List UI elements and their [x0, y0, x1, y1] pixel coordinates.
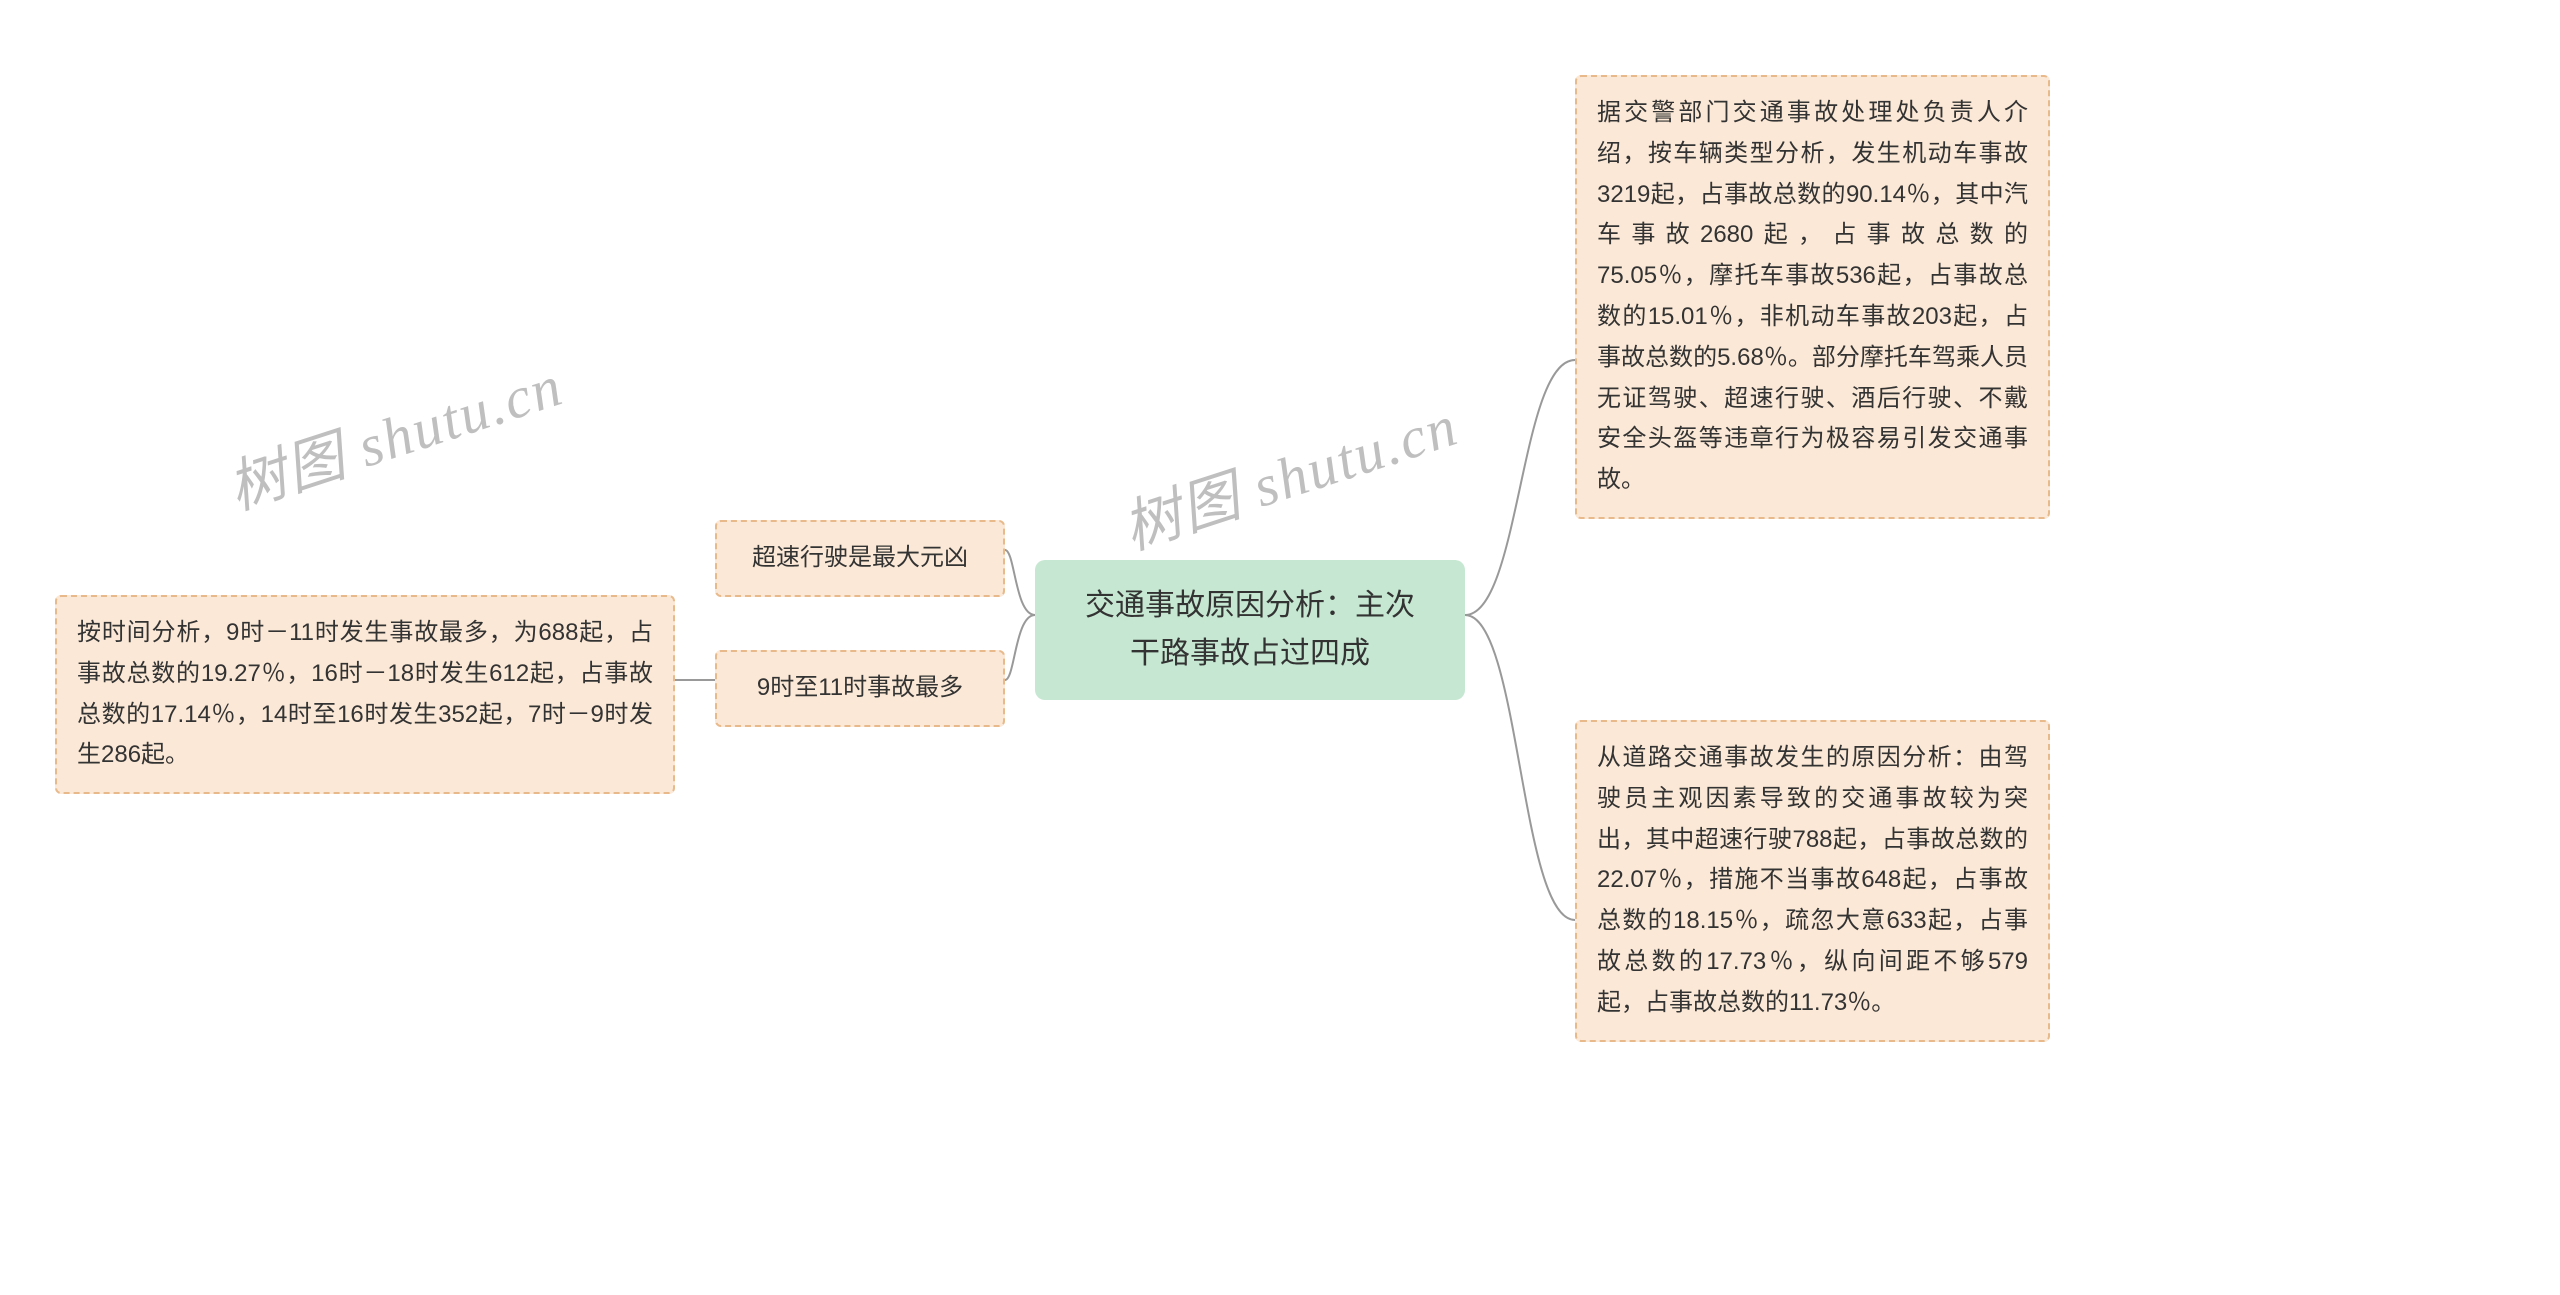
center-topic: 交通事故原因分析：主次 干路事故占过四成 — [1035, 560, 1465, 700]
right-detail-1-text: 据交警部门交通事故处理处负责人介绍，按车辆类型分析，发生机动车事故3219起，占… — [1597, 99, 2028, 493]
watermark: 树图 shutu.cn — [1111, 378, 1467, 565]
right-detail-vehicle-type: 据交警部门交通事故处理处负责人介绍，按车辆类型分析，发生机动车事故3219起，占… — [1575, 75, 2050, 519]
center-title-line1: 交通事故原因分析：主次 — [1085, 589, 1415, 622]
left-detail-text: 按时间分析，9时－11时发生事故最多，为688起，占事故总数的19.27％，16… — [77, 619, 653, 768]
center-title-line2: 干路事故占过四成 — [1130, 637, 1370, 670]
left-branch-1-label: 超速行驶是最大元凶 — [752, 544, 968, 571]
left-branch-2-label: 9时至11时事故最多 — [757, 674, 963, 701]
right-detail-2-text: 从道路交通事故发生的原因分析：由驾驶员主观因素导致的交通事故较为突出，其中超速行… — [1597, 744, 2028, 1016]
left-detail-time-analysis: 按时间分析，9时－11时发生事故最多，为688起，占事故总数的19.27％，16… — [55, 595, 675, 794]
left-branch-time: 9时至11时事故最多 — [715, 650, 1005, 727]
left-branch-speeding: 超速行驶是最大元凶 — [715, 520, 1005, 597]
right-detail-cause-analysis: 从道路交通事故发生的原因分析：由驾驶员主观因素导致的交通事故较为突出，其中超速行… — [1575, 720, 2050, 1042]
watermark: 树图 shutu.cn — [216, 338, 572, 525]
